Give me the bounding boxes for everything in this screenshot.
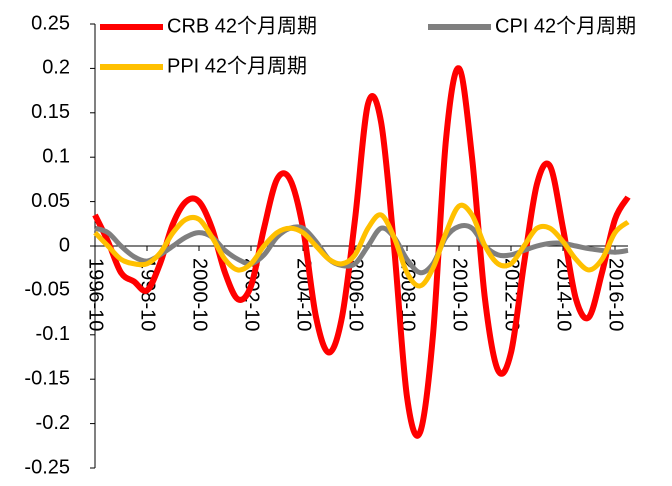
y-tick-label: -0.1 [36, 323, 70, 345]
y-tick-label: -0.2 [36, 412, 70, 434]
legend-label: CPI 42个月周期 [495, 14, 636, 37]
x-tick-label: 2000-10 [189, 258, 211, 331]
x-tick-label: 2010-10 [449, 258, 471, 331]
y-tick-label: -0.05 [24, 279, 70, 301]
y-tick-label: 0.1 [42, 145, 70, 167]
legend-label: PPI 42个月周期 [167, 54, 307, 77]
y-tick-label: 0 [59, 234, 70, 256]
y-tick-label: 0.15 [31, 101, 70, 123]
y-tick-label: -0.25 [24, 456, 70, 478]
y-tick-label: -0.15 [24, 367, 70, 389]
y-tick-label: 0.2 [42, 57, 70, 79]
series-line [92, 65, 631, 439]
y-tick-label: 0.25 [31, 12, 70, 34]
legend-label: CRB 42个月周期 [167, 14, 317, 37]
y-tick-label: 0.05 [31, 190, 70, 212]
series-line [93, 202, 630, 289]
x-tick-label: 2016-10 [605, 258, 627, 331]
series-line [94, 223, 629, 276]
x-tick-label: 1996-10 [85, 258, 107, 331]
x-tick-label: 2002-10 [241, 258, 263, 331]
